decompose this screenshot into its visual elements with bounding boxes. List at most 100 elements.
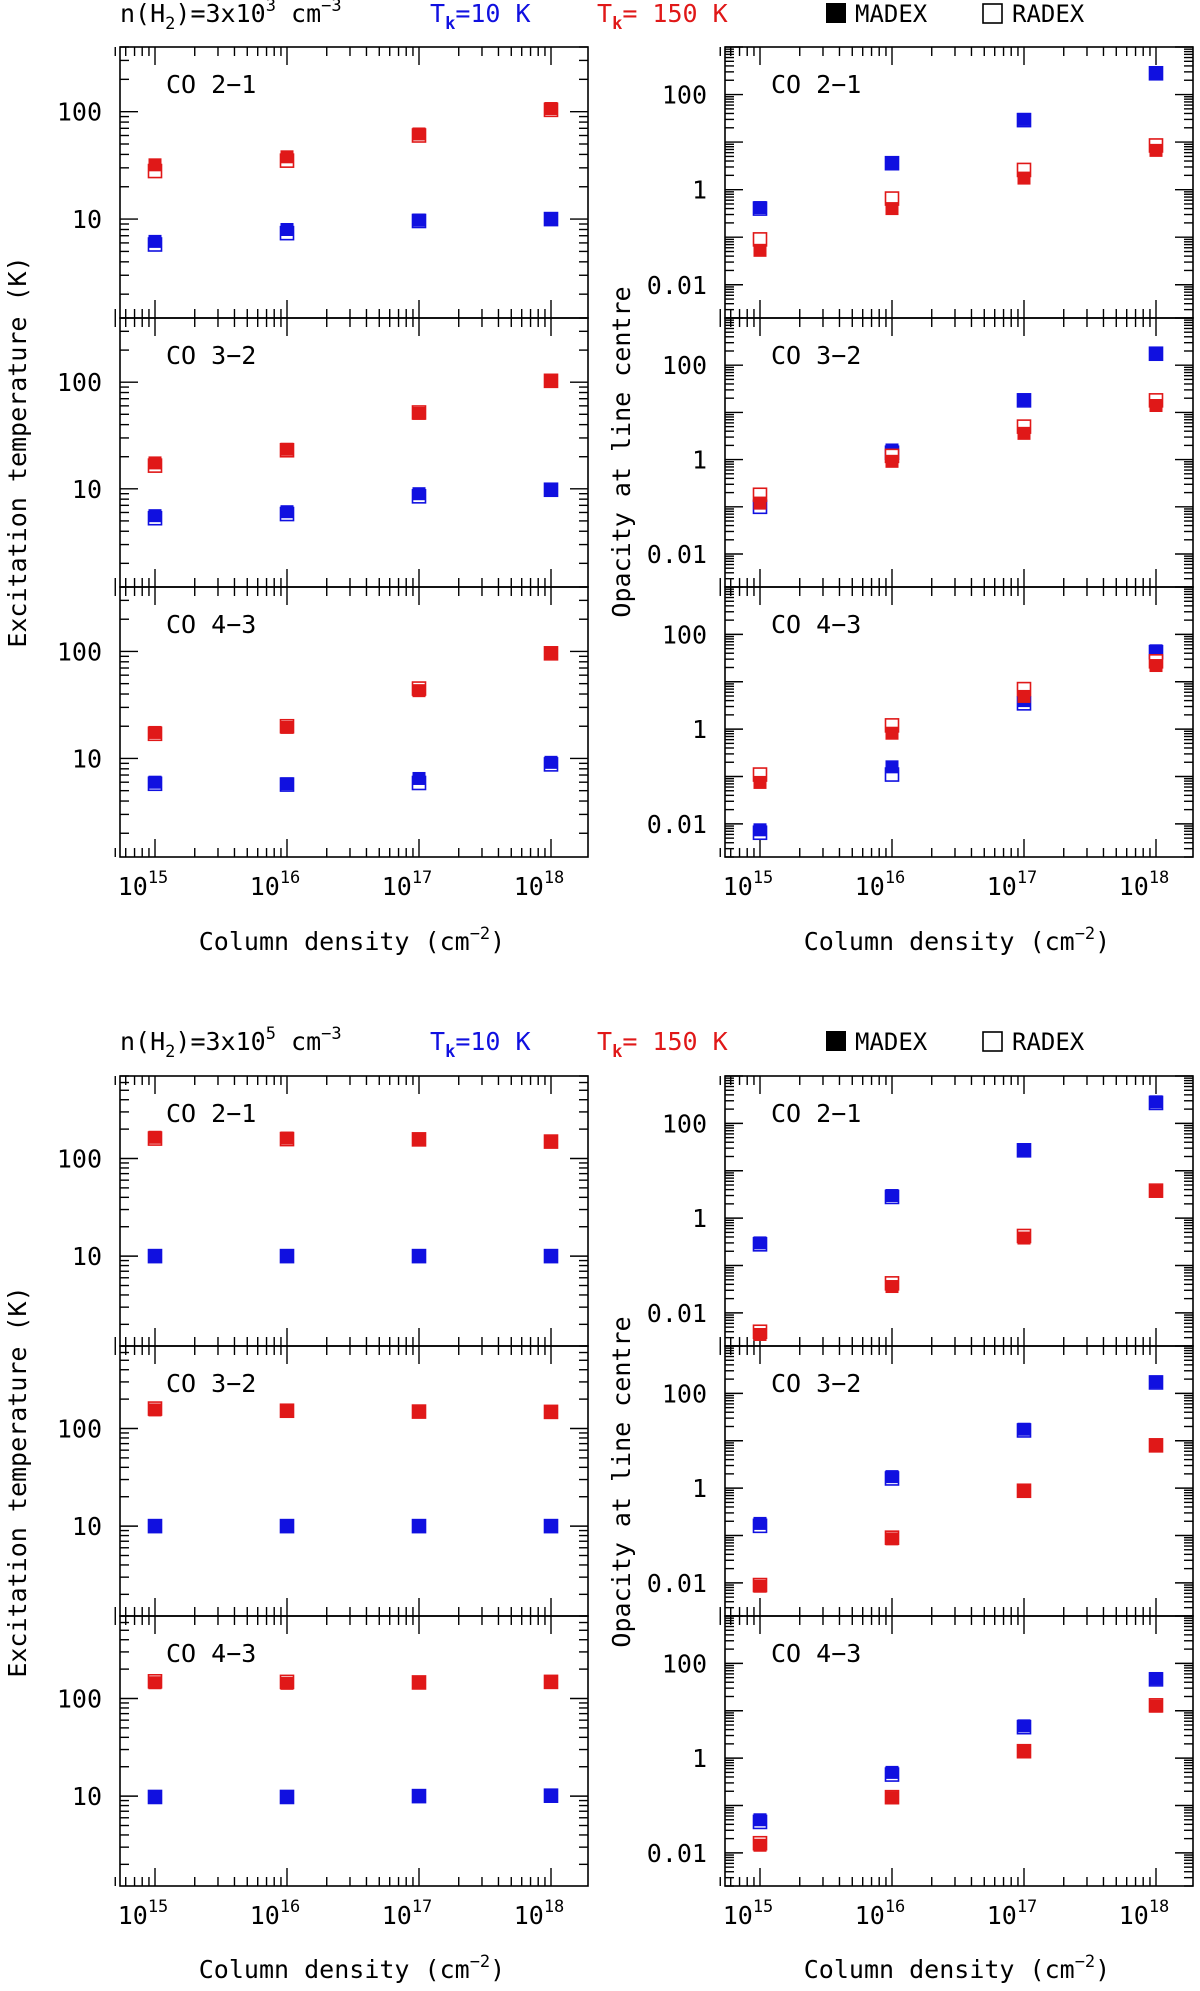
madex-point (1017, 1231, 1031, 1245)
madex-point (412, 1132, 426, 1146)
x-axis-label: Column density (cm−2) (199, 924, 505, 956)
madex-point (280, 1519, 294, 1533)
panel-title: CO 2−1 (771, 1099, 861, 1128)
madex-point (544, 1134, 558, 1148)
madex-point (412, 213, 426, 227)
panel-title: CO 4−3 (166, 1639, 256, 1668)
madex-point (544, 1519, 558, 1533)
density-label: n(H2)=3x103 cm−3 (120, 0, 342, 34)
madex-point (148, 1403, 162, 1417)
madex-point (544, 1405, 558, 1419)
panel-frame (724, 1615, 1194, 1887)
chart-panel: 10 100 CO 3−2 (57, 1345, 589, 1617)
x-tick-label: 1018 (514, 868, 565, 901)
madex-point (1017, 1719, 1031, 1733)
panel-title: CO 3−2 (166, 1369, 256, 1398)
madex-point (412, 684, 426, 698)
madex-point (148, 456, 162, 470)
left-y-axis-label: Excitation temperature (K) (3, 256, 32, 647)
madex-legend-marker (826, 1031, 846, 1051)
madex-legend-marker (826, 3, 846, 23)
madex-point (280, 505, 294, 519)
madex-point (544, 755, 558, 769)
chart-panel: 10 100 CO 4−3 (57, 1615, 589, 1887)
madex-point (544, 646, 558, 660)
panel-frame (724, 586, 1194, 858)
madex-point (280, 720, 294, 734)
panel-title: CO 3−2 (771, 341, 861, 370)
madex-point (885, 726, 899, 740)
x-axis-label: Column density (cm−2) (804, 924, 1110, 956)
y-tick-label: 0.01 (647, 271, 707, 300)
y-tick-label: 1 (692, 446, 707, 475)
madex-point (544, 482, 558, 496)
panel-title: CO 2−1 (166, 70, 256, 99)
x-tick-label: 1018 (1119, 868, 1170, 901)
chart-panel: 0.01 1 100 CO 4−3 (647, 586, 1194, 858)
madex-point (544, 1249, 558, 1263)
madex-point (1017, 1745, 1031, 1759)
x-tick-label: 1017 (987, 868, 1038, 901)
madex-point (280, 1790, 294, 1804)
x-tick-label: 1016 (855, 868, 906, 901)
madex-point (148, 775, 162, 789)
x-tick-label: 1015 (118, 868, 169, 901)
chart-panel: 10 100 CO 4−3 (57, 586, 589, 858)
madex-point (280, 150, 294, 164)
madex-point (753, 1579, 767, 1593)
chart-panel: 10 100 CO 2−1 (57, 1075, 589, 1347)
madex-point (148, 1676, 162, 1690)
y-tick-label: 100 (662, 1379, 707, 1408)
y-tick-label: 100 (662, 81, 707, 110)
madex-point (885, 1189, 899, 1203)
madex-point (148, 1249, 162, 1263)
madex-point (1149, 1671, 1163, 1685)
madex-point (885, 1765, 899, 1779)
y-tick-label: 10 (72, 1242, 102, 1271)
madex-point (1017, 1422, 1031, 1436)
density-label: n(H2)=3x105 cm−3 (120, 1024, 342, 1062)
madex-point (753, 1516, 767, 1530)
x-tick-label: 1016 (250, 1897, 301, 1930)
panel-frame (119, 586, 589, 858)
madex-point (1149, 143, 1163, 157)
panel-title: CO 4−3 (771, 610, 861, 639)
y-tick-label: 10 (72, 744, 102, 773)
y-tick-label: 0.01 (647, 810, 707, 839)
chart-panel: 0.01 1 100 CO 2−1 (647, 1075, 1194, 1347)
panel-title: CO 4−3 (771, 1639, 861, 1668)
x-tick-label: 1015 (118, 1897, 169, 1930)
y-tick-label: 1 (692, 715, 707, 744)
y-tick-label: 0.01 (647, 1839, 707, 1868)
madex-point (1017, 393, 1031, 407)
x-tick-label: 1018 (1119, 1897, 1170, 1930)
madex-point (885, 202, 899, 216)
panel-frame (119, 1615, 589, 1887)
madex-point (544, 102, 558, 116)
panel-title: CO 3−2 (166, 341, 256, 370)
madex-point (280, 1404, 294, 1418)
madex-point (412, 771, 426, 785)
madex-point (885, 1791, 899, 1805)
madex-point (885, 1532, 899, 1546)
figure-headers: n(H2)=3x103 cm−3 Tk=10 K Tk= 150 K MADEX RAD… (3, 0, 1169, 1984)
madex-point (1149, 1699, 1163, 1713)
y-tick-label: 100 (662, 351, 707, 380)
x-tick-label: 1015 (723, 868, 774, 901)
madex-point (544, 373, 558, 387)
madex-point (753, 201, 767, 215)
x-tick-label: 1015 (723, 1897, 774, 1930)
madex-point (1149, 1184, 1163, 1198)
madex-point (412, 1249, 426, 1263)
madex-point (412, 1676, 426, 1690)
chart-panel: 10 100 CO 3−2 (57, 317, 589, 588)
madex-point (1149, 1439, 1163, 1453)
y-tick-label: 10 (72, 475, 102, 504)
y-tick-label: 1 (692, 1744, 707, 1773)
x-tick-label: 1017 (382, 868, 433, 901)
madex-point (753, 1838, 767, 1852)
madex-point (280, 442, 294, 456)
madex-point (885, 454, 899, 468)
madex-point (1149, 399, 1163, 413)
chart-panel: 0.01 1 100 CO 3−2 (647, 317, 1194, 588)
